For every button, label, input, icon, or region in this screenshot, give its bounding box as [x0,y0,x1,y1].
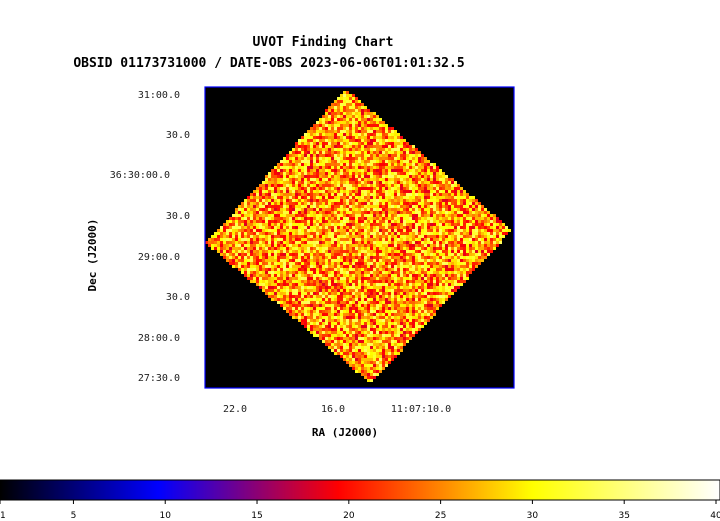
colorbar-tick-label: 20 [343,511,355,521]
colorbar-tick-label: 1 [0,511,6,521]
colorbar-tick-label: 35 [618,511,629,521]
y-tick-label: 28:00.0 [138,333,180,344]
y-tick-label: 31:00.0 [138,90,180,101]
x-tick-label: 11:07:10.0 [391,404,451,415]
y-tick-labels: 31:00.0 30.0 36:30:00.0 30.0 29:00.0 30.0 28:0… [110,90,190,384]
colorbar-tick-label: 25 [435,511,446,521]
x-axis-label: RA (J2000) [312,426,378,439]
y-tick-label: 27:30.0 [138,373,180,384]
y-tick-label: 30.0 [166,211,190,222]
colorbar-tick-label: 40 [710,511,720,521]
colorbar-tick-label: 15 [251,511,262,521]
colorbar-tick-label: 5 [71,511,77,521]
colorbar-tick-label: 30 [527,511,539,521]
y-tick-label: 30.0 [166,130,190,141]
plot-frame [204,86,515,389]
x-tick-labels: 22.0 16.0 11:07:10.0 [223,404,451,415]
y-tick-label: 36:30:00.0 [110,170,170,181]
chart-title: UVOT Finding Chart [253,35,394,50]
y-tick-label: 29:00.0 [138,252,180,263]
y-axis-label: Dec (J2000) [86,219,99,292]
image-pixels [205,91,511,382]
y-tick-label: 30.0 [166,292,190,303]
x-tick-label: 22.0 [223,404,247,415]
colorbar [0,479,720,501]
x-tick-label: 16.0 [321,404,345,415]
chart-subtitle: OBSID 01173731000 / DATE-OBS 2023-06-06T… [73,56,464,71]
colorbar-tick-label: 10 [160,511,172,521]
colorbar-ticks: 1 5 10 15 20 25 30 35 40 [0,500,720,521]
